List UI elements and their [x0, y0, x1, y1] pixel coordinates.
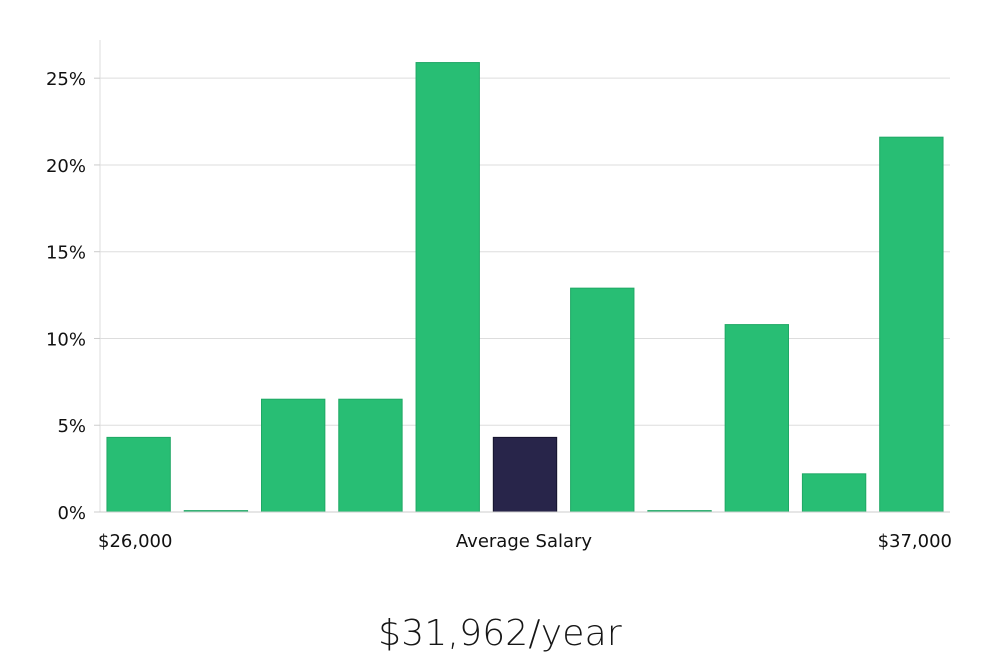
bar	[570, 287, 635, 513]
x-end-label: $37,000	[878, 531, 952, 552]
average-salary-value: $31,962/year	[378, 613, 622, 654]
y-tick-labels: 0% 5% 10% 15% 20% 25%	[46, 69, 100, 524]
bar	[261, 398, 326, 513]
bar	[415, 62, 480, 513]
y-tick-label: 20%	[46, 156, 86, 177]
y-tick-label: 0%	[57, 503, 86, 524]
bar	[801, 473, 867, 513]
bar	[106, 436, 171, 513]
gridlines	[100, 77, 950, 426]
bar	[338, 398, 403, 513]
bars	[106, 62, 944, 513]
bar-highlighted	[492, 436, 558, 513]
salary-distribution-chart: 0%5%10%15%20%25% $26,000 Average Salary …	[46, 40, 952, 552]
y-tick-label: 15%	[46, 243, 86, 264]
x-axis-label: Average Salary	[456, 531, 593, 552]
x-start-label: $26,000	[98, 531, 172, 552]
bar	[879, 136, 944, 513]
bar	[724, 324, 790, 513]
y-tick-label: 10%	[46, 329, 86, 350]
y-tick-label: 25%	[46, 69, 86, 90]
y-tick-label: 5%	[57, 416, 86, 437]
